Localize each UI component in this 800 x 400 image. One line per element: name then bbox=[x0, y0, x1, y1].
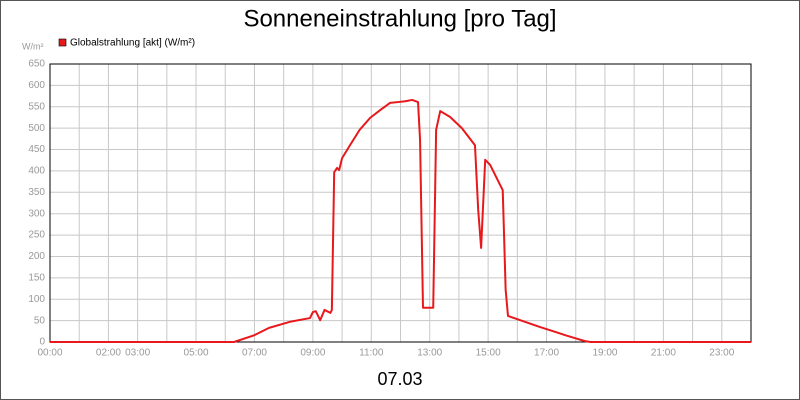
y-tick-label: 250 bbox=[28, 230, 45, 241]
x-tick-label: 11:00 bbox=[359, 348, 384, 359]
x-tick-label: 02:00 bbox=[96, 348, 121, 359]
y-tick-label: 150 bbox=[28, 272, 45, 283]
x-tick-label: 00:00 bbox=[37, 348, 62, 359]
x-label: 07.03 bbox=[377, 369, 422, 389]
y-tick-label: 450 bbox=[28, 144, 45, 155]
x-tick-label: 23:00 bbox=[709, 348, 734, 359]
y-tick-label: 550 bbox=[28, 101, 45, 112]
y-tick-label: 100 bbox=[28, 294, 45, 305]
x-tick-label: 15:00 bbox=[476, 348, 501, 359]
y-tick-label: 400 bbox=[28, 166, 45, 177]
x-tick-label: 07:00 bbox=[242, 348, 267, 359]
x-tick-label: 05:00 bbox=[184, 348, 209, 359]
x-tick-label: 09:00 bbox=[300, 348, 325, 359]
y-tick-label: 200 bbox=[28, 251, 45, 262]
y-tick-label: 600 bbox=[28, 80, 45, 91]
y-tick-label: 650 bbox=[28, 59, 45, 70]
y-tick-label: 50 bbox=[34, 315, 46, 326]
plot-border bbox=[49, 63, 752, 343]
legend-label: Globalstrahlung [akt] (W/m²) bbox=[70, 38, 195, 49]
x-tick-label: 03:00 bbox=[125, 348, 150, 359]
y-tick-label: 500 bbox=[28, 123, 45, 134]
y-tick-label: 350 bbox=[28, 187, 45, 198]
x-tick-label: 19:00 bbox=[592, 348, 617, 359]
x-tick-label: 13:00 bbox=[417, 348, 442, 359]
chart-title: Sonneneinstrahlung [pro Tag] bbox=[243, 5, 556, 32]
y-tick-label: 0 bbox=[39, 337, 45, 348]
legend-swatch bbox=[58, 38, 67, 47]
data-line bbox=[50, 98, 751, 343]
y-unit: W/m² bbox=[22, 41, 44, 51]
y-tick-label: 300 bbox=[28, 208, 45, 219]
x-tick-label: 17:00 bbox=[534, 348, 559, 359]
x-tick-label: 21:00 bbox=[651, 348, 676, 359]
